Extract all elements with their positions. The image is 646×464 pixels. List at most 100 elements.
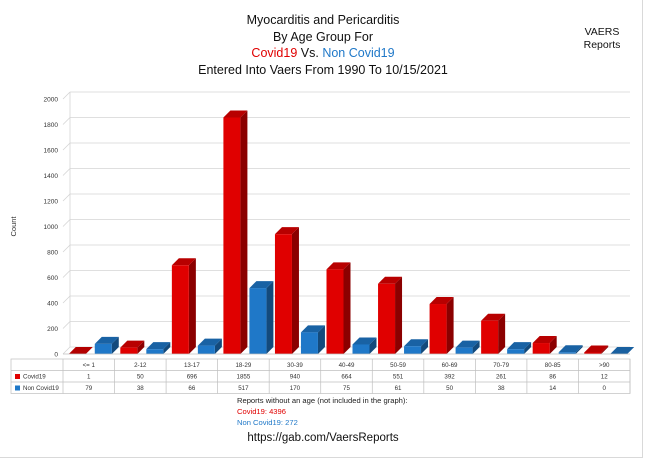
- title-line-1: Myocarditis and Pericarditis: [246, 13, 400, 27]
- gridline-depth: [62, 270, 71, 278]
- bar-noncovid: [558, 352, 576, 354]
- y-tick-label: 2000: [44, 97, 59, 104]
- gridline-depth: [62, 346, 71, 355]
- bar-covid: [223, 117, 241, 354]
- notes-heading: Reports without an age (not included in …: [237, 396, 408, 405]
- bar-covid-side: [549, 336, 557, 354]
- bar-covid-top: [429, 297, 454, 305]
- title-line-2: By Age Group For: [272, 29, 374, 44]
- data-value-label: 75: [343, 385, 350, 392]
- bar-noncovid: [197, 345, 215, 354]
- bar-noncovid-top: [610, 347, 635, 354]
- data-value-label: 86: [549, 374, 556, 381]
- bar-noncovid-top: [94, 336, 119, 344]
- data-value-label: 0: [603, 385, 607, 392]
- bar-noncovid: [94, 343, 112, 354]
- title-vs: Vs.: [297, 46, 323, 60]
- bar-noncovid-top: [558, 345, 583, 353]
- bar-covid-top: [532, 336, 557, 344]
- notes-block: Reports without an age (not included in …: [237, 395, 408, 428]
- gridline-depth: [62, 117, 71, 125]
- category-label: 13-17: [184, 362, 200, 369]
- bar-covid-top: [584, 345, 609, 353]
- y-tick-label: 200: [47, 326, 58, 333]
- category-label: 50-59: [390, 362, 406, 369]
- bar-covid-top: [120, 340, 145, 348]
- legend-label-noncovid: Non Covid19: [23, 385, 59, 392]
- y-tick-label: 1600: [44, 148, 59, 155]
- bar-noncovid: [352, 344, 370, 354]
- category-label: 80-85: [545, 362, 561, 369]
- bar-noncovid-side: [524, 342, 532, 354]
- bar-covid: [481, 320, 499, 354]
- bar-noncovid-side: [163, 342, 171, 354]
- bar-noncovid-side: [421, 339, 429, 354]
- bar-noncovid-side: [472, 340, 480, 354]
- bar-covid-side: [343, 262, 351, 354]
- bar-covid-top: [326, 262, 351, 270]
- data-value-label: 38: [498, 385, 505, 392]
- y-tick-label: 1200: [44, 199, 59, 206]
- category-label: 18-29: [235, 362, 251, 369]
- bar-noncovid-top: [249, 281, 274, 289]
- bar-covid: [378, 283, 396, 354]
- bar-noncovid-top: [352, 337, 377, 345]
- category-label: 2-12: [134, 362, 147, 369]
- category-label: >90: [599, 362, 610, 369]
- bar-covid-top: [68, 347, 93, 354]
- bar-noncovid-top: [146, 342, 171, 350]
- gridline-depth: [62, 91, 71, 100]
- data-value-label: 551: [393, 374, 404, 381]
- bar-covid: [532, 343, 550, 354]
- title-line-3: Covid19 Vs. Non Covid19: [0, 45, 646, 62]
- bar-noncovid-side: [111, 336, 119, 354]
- data-value-label: 664: [341, 374, 352, 381]
- legend-swatch-covid: [15, 374, 20, 379]
- bar-covid: [171, 265, 189, 354]
- category-label: 70-79: [493, 362, 509, 369]
- data-value-label: 14: [549, 385, 556, 392]
- data-value-label: 50: [137, 374, 144, 381]
- y-tick-label: 800: [47, 250, 58, 257]
- bar-noncovid: [146, 349, 164, 354]
- data-value-label: 170: [290, 385, 301, 392]
- data-value-label: 50: [446, 385, 453, 392]
- bar-noncovid-side: [369, 337, 377, 354]
- data-value-label: 66: [188, 385, 195, 392]
- bar-noncovid: [507, 349, 525, 354]
- legend-label-covid: Covid19: [23, 374, 46, 381]
- bar-noncovid-side: [575, 345, 583, 354]
- y-tick-label: 400: [47, 301, 58, 308]
- data-value-label: 79: [85, 385, 92, 392]
- bar-covid-side: [137, 340, 145, 354]
- bar-noncovid: [404, 346, 422, 354]
- gridline-depth: [62, 193, 71, 202]
- category-label: 30-39: [287, 362, 303, 369]
- category-label: 40-49: [339, 362, 355, 369]
- title-covid: Covid19: [251, 46, 298, 60]
- notes-covid: Covid19: 4396: [237, 407, 286, 416]
- data-value-label: 261: [496, 374, 507, 381]
- y-tick-label: 600: [47, 275, 58, 282]
- corner-line-1: VAERS: [584, 26, 620, 38]
- data-value-label: 517: [238, 385, 249, 392]
- bar-noncovid-side: [214, 338, 222, 354]
- bar-noncovid-top: [507, 342, 532, 350]
- bar-covid-side: [240, 110, 248, 354]
- bar-covid-side: [446, 297, 454, 354]
- gridline-depth: [62, 321, 71, 329]
- bar-covid-top: [378, 276, 403, 284]
- title-line-4: Entered Into Vaers From 1990 To 10/15/20…: [198, 62, 448, 77]
- y-tick-label: 0: [54, 352, 58, 359]
- y-tick-label: 1800: [44, 122, 59, 129]
- vaers-reports-label: VAERS Reports: [574, 26, 630, 52]
- bar-covid-top: [171, 258, 196, 266]
- bar-noncovid-side: [266, 281, 274, 354]
- bar-covid: [429, 304, 447, 354]
- bar-noncovid: [300, 332, 318, 354]
- bar-covid: [120, 347, 138, 354]
- bar-noncovid-top: [455, 340, 480, 348]
- category-label: <= 1: [83, 362, 96, 369]
- bar-covid-side: [291, 227, 299, 354]
